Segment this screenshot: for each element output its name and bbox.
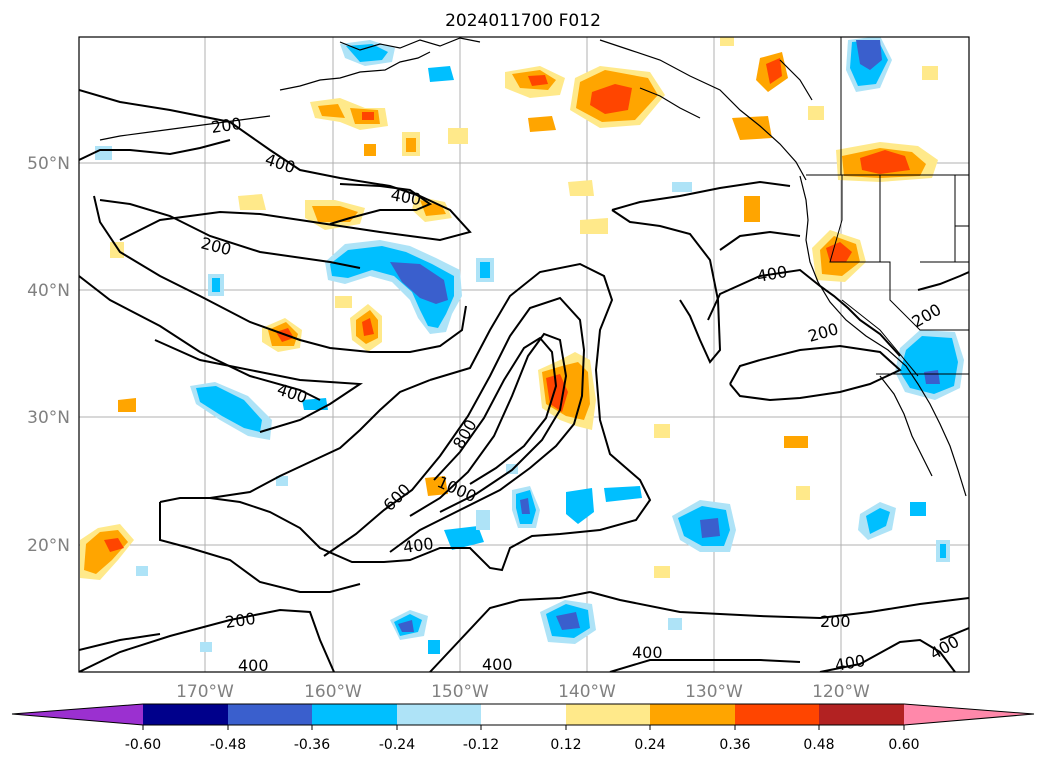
colorbar-bin [819, 704, 904, 725]
colorbar-tick-label: 0.36 [719, 737, 750, 753]
colorbar-tick-label: -0.60 [125, 737, 161, 753]
lat-label: 40°N [27, 281, 70, 301]
positive-anomaly-patches [80, 37, 938, 580]
lat-label: 30°N [27, 408, 70, 428]
colorbar-bin [228, 704, 312, 725]
colorbar-tick-label: 0.60 [888, 737, 919, 753]
colorbar-tick-label: 0.48 [803, 737, 834, 753]
height-contours [79, 89, 969, 672]
contour-label: 200 [820, 612, 851, 631]
colorbar-extend-high [904, 704, 1034, 725]
map-content: 200 400 400 200 400 800 600 1000 400 400… [79, 37, 969, 675]
lon-label: 170°W [176, 682, 234, 702]
colorbar-tick-label: -0.48 [210, 737, 246, 753]
colorbar-bin [312, 704, 397, 725]
contour-label: 400 [833, 651, 866, 675]
coastlines [99, 37, 967, 497]
contour-label: 400 [402, 534, 435, 557]
colorbar-bin [735, 704, 819, 725]
contour-label: 400 [632, 643, 663, 662]
colorbar-bin [481, 704, 566, 725]
colorbar-bin [650, 704, 735, 725]
lon-label: 120°W [812, 682, 870, 702]
contour-label: 400 [482, 655, 513, 674]
lon-label: 130°W [685, 682, 743, 702]
colorbar-tick-label: 0.12 [550, 737, 581, 753]
map-panel [79, 37, 969, 672]
colorbar-bin [566, 704, 650, 725]
map-title: 2024011700 F012 [445, 11, 601, 31]
colorbar-extend-low [12, 704, 143, 725]
contour-label: 200 [210, 114, 243, 137]
lat-label: 20°N [27, 536, 70, 556]
longitude-labels: 170°W 160°W 150°W 140°W 130°W 120°W [176, 682, 870, 702]
lon-label: 140°W [558, 682, 616, 702]
colorbar-bin [397, 704, 481, 725]
colorbar-tick-label: 0.24 [634, 737, 665, 753]
contour-label: 200 [224, 609, 257, 632]
borders [806, 37, 969, 377]
colorbar-tick-label: -0.24 [379, 737, 415, 753]
latitude-labels: 50°N 40°N 30°N 20°N [27, 154, 70, 556]
map-border [78, 36, 970, 673]
contour-label: 400 [238, 656, 269, 675]
lon-label: 150°W [431, 682, 489, 702]
colorbar: -0.60 -0.48 -0.36 -0.24 -0.12 0.12 0.24 … [11, 703, 1035, 753]
lon-label: 160°W [304, 682, 362, 702]
colorbar-tick-label: -0.12 [463, 737, 499, 753]
lat-label: 50°N [27, 154, 70, 174]
colorbar-tick-label: -0.36 [294, 737, 330, 753]
colorbar-bin [143, 704, 228, 725]
